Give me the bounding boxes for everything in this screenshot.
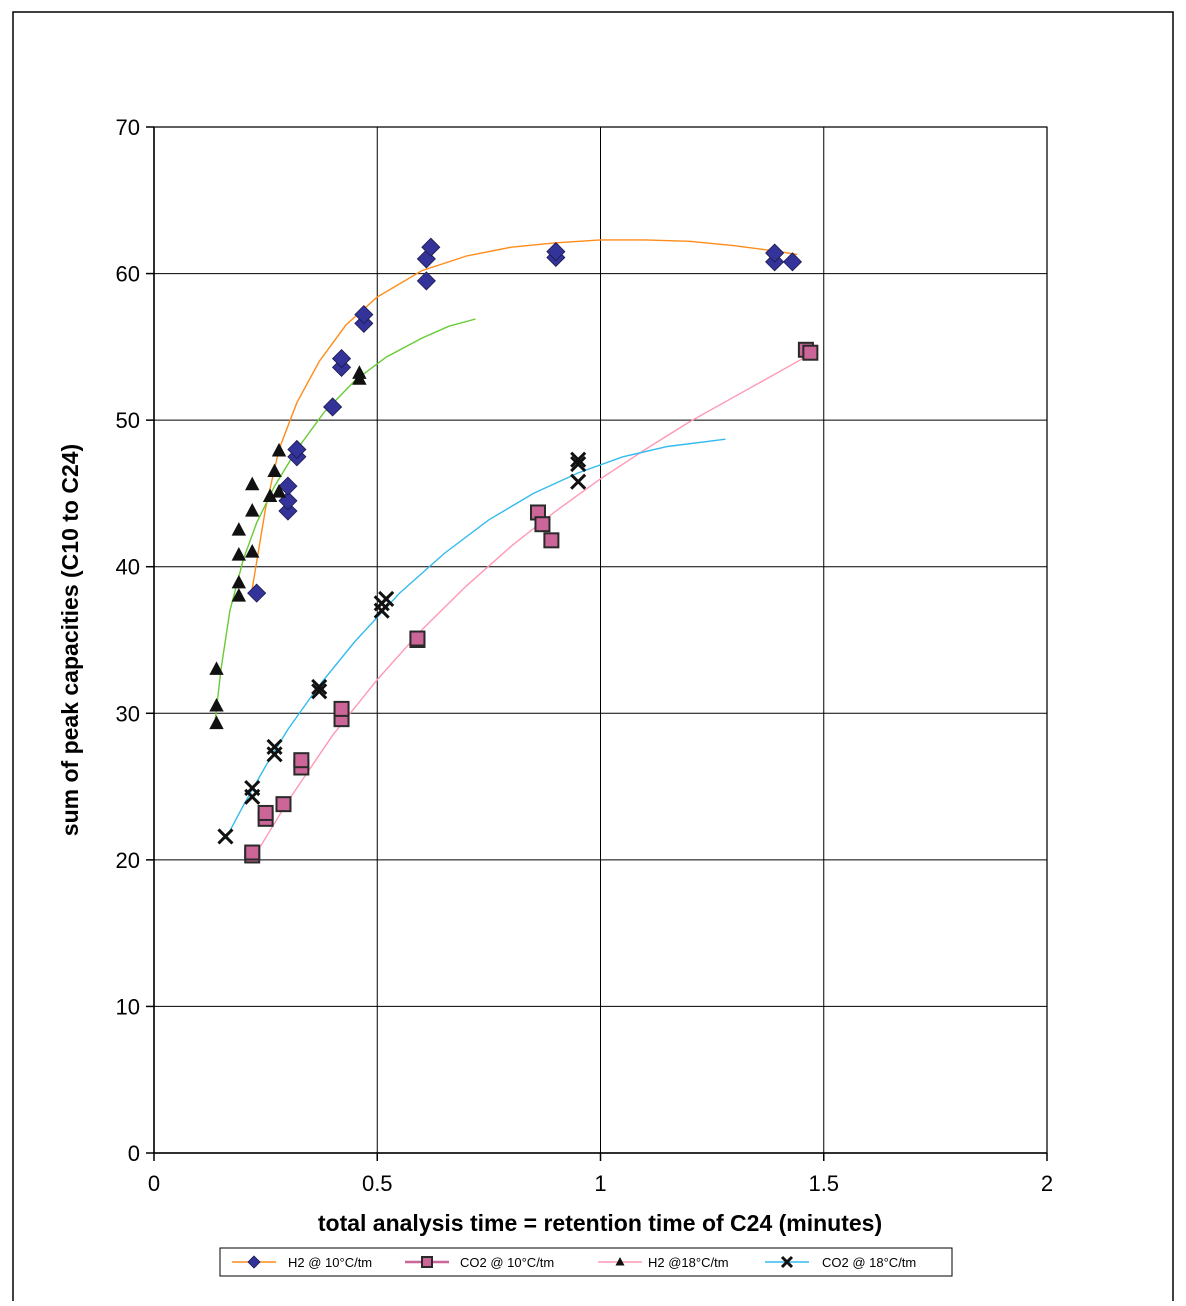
- point-h2-18: [231, 546, 247, 561]
- point-h2-10: [421, 237, 441, 257]
- point-co2-18: [570, 456, 587, 473]
- tick-labels: 0 10 20 30 40 50 60 70 0 0.5 1 1.5 2: [116, 115, 1054, 1196]
- point-h2-18: [209, 661, 224, 675]
- point-h2-10: [287, 439, 307, 460]
- y-tick-label: 50: [116, 408, 140, 433]
- point-h2-10: [331, 349, 352, 369]
- y-tick-label: 30: [116, 701, 140, 726]
- x-tick-label: 0.5: [362, 1171, 393, 1196]
- legend-label: CO2 @ 18°C/tm: [822, 1255, 916, 1270]
- y-tick-label: 60: [116, 262, 140, 287]
- point-co2-18: [244, 779, 261, 797]
- point-h2-18: [271, 442, 287, 457]
- point-h2-18: [352, 365, 367, 379]
- point-h2-10: [354, 305, 374, 325]
- data-points: [209, 237, 819, 864]
- point-co2-10: [421, 1256, 433, 1268]
- legend: H2 @ 10°C/tm CO2 @ 10°C/tm H2 @18°C/tm CO2 …: [219, 1247, 953, 1277]
- point-h2-18: [262, 488, 278, 502]
- point-co2-10: [244, 844, 261, 861]
- point-co2-10: [333, 700, 350, 717]
- point-co2-10: [293, 752, 310, 769]
- point-h2-10: [278, 476, 298, 496]
- point-h2-18: [267, 463, 282, 478]
- legend-label: H2 @18°C/tm: [648, 1255, 729, 1270]
- gridlines: [154, 126, 1048, 1153]
- point-h2-18: [231, 574, 247, 589]
- x-tick-label: 2: [1041, 1171, 1053, 1196]
- point-co2-10: [257, 804, 274, 821]
- x-tick-label: 1.5: [808, 1171, 839, 1196]
- y-tick-label: 10: [116, 994, 140, 1019]
- x-tick-label: 0: [148, 1171, 160, 1196]
- point-h2-10: [278, 501, 298, 521]
- point-co2-10: [802, 344, 819, 361]
- point-co2-18: [378, 590, 395, 608]
- point-h2-18: [245, 503, 260, 517]
- point-h2-18: [209, 697, 224, 712]
- point-co2-18: [311, 683, 328, 700]
- trendline: [251, 239, 798, 589]
- point-h2-18: [209, 715, 224, 730]
- y-tick-label: 40: [116, 555, 140, 580]
- y-tick-label: 0: [128, 1141, 140, 1166]
- point-h2-10: [247, 583, 267, 603]
- legend-box: [219, 1247, 953, 1277]
- point-h2-10: [765, 243, 785, 263]
- point-h2-10: [323, 397, 343, 417]
- point-h2-18: [245, 476, 260, 491]
- point-co2-18: [570, 473, 587, 490]
- y-tick-label: 20: [116, 848, 140, 873]
- point-co2-10: [543, 532, 560, 549]
- point-co2-18: [570, 451, 587, 468]
- point-h2-10: [782, 252, 803, 272]
- point-h2-10: [247, 1255, 261, 1269]
- point-h2-18: [231, 588, 247, 602]
- point-h2-18: [245, 544, 260, 558]
- point-h2-18: [231, 522, 247, 536]
- point-co2-18: [311, 678, 328, 695]
- point-co2-10: [534, 516, 551, 533]
- point-co2-10: [275, 796, 292, 813]
- point-h2-10: [416, 271, 436, 291]
- point-h2-18: [615, 1257, 625, 1266]
- point-co2-18: [266, 738, 283, 756]
- point-h2-18: [271, 483, 287, 498]
- x-axis-title: total analysis time = retention time of …: [318, 1210, 882, 1236]
- y-tick-label: 70: [116, 115, 140, 140]
- point-co2-18: [780, 1255, 794, 1269]
- point-h2-10: [546, 242, 566, 262]
- point-co2-10: [409, 630, 426, 647]
- x-tick-label: 1: [594, 1171, 606, 1196]
- point-co2-18: [217, 828, 234, 845]
- legend-label: CO2 @ 10°C/tm: [460, 1255, 554, 1270]
- legend-label: H2 @ 10°C/tm: [288, 1255, 372, 1270]
- y-axis-title: sum of peak capacities (C10 to C24): [57, 444, 83, 836]
